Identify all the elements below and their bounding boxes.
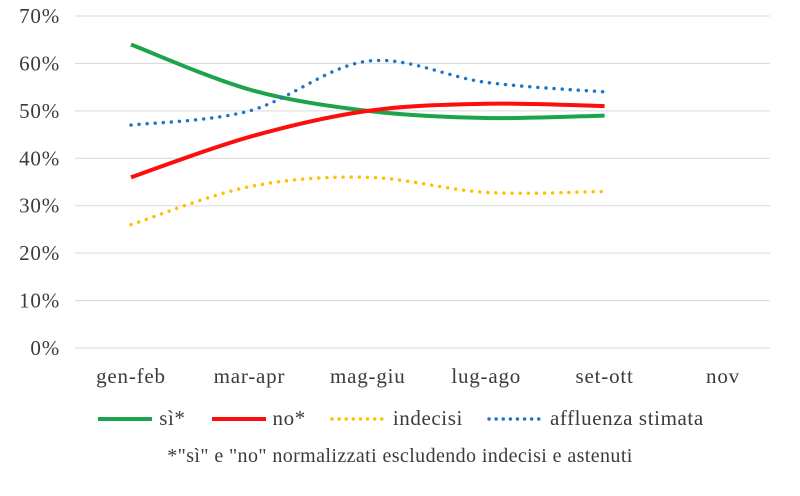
x-tick-label: nov	[706, 364, 740, 388]
line-chart-plot: 0% 10% 20% 30% 40% 50% 60% 70% gen-feb mar-apr mag…	[19, 4, 770, 388]
legend-item-affluenza-stimata: affluenza stimata	[487, 406, 704, 431]
x-tick-label: mar-apr	[214, 364, 286, 388]
series-line-s	[130, 42, 605, 121]
y-tick-label: 60%	[19, 51, 60, 75]
x-tick-label: lug-ago	[451, 364, 521, 388]
series-line-indecisi	[129, 175, 607, 227]
x-tick-label: set-ott	[576, 364, 634, 388]
legend-line-sample-icon	[487, 416, 545, 421]
legend-line-sample-icon	[211, 416, 266, 421]
y-tick-label: 70%	[19, 4, 60, 28]
legend-item-no: no*	[210, 406, 306, 431]
chart-footnote: *"sì" e "no" normalizzati escludendo ind…	[167, 445, 633, 467]
y-tick-label: 20%	[19, 241, 60, 265]
y-tick-label: 10%	[19, 289, 60, 313]
chart-legend: sì* no* indecisi affluenza stimata	[0, 406, 800, 431]
legend-line-sample-icon	[330, 416, 388, 421]
series-line-affluenza-stimata	[129, 58, 607, 127]
series-line-no	[130, 101, 605, 180]
y-tick-label: 0%	[30, 336, 60, 360]
legend-item-s: sì*	[96, 406, 185, 431]
legend-label: indecisi	[392, 406, 463, 430]
legend-label: no*	[272, 406, 306, 430]
x-tick-label: gen-feb	[96, 364, 166, 388]
y-tick-label: 30%	[19, 194, 60, 218]
y-tick-label: 50%	[19, 99, 60, 123]
legend-line-sample-icon	[98, 416, 153, 421]
x-tick-label: mag-giu	[330, 364, 406, 388]
legend-item-indecisi: indecisi	[330, 406, 463, 431]
legend-label: affluenza stimata	[549, 406, 704, 430]
legend-label: sì*	[159, 406, 186, 430]
y-tick-label: 40%	[19, 146, 60, 170]
